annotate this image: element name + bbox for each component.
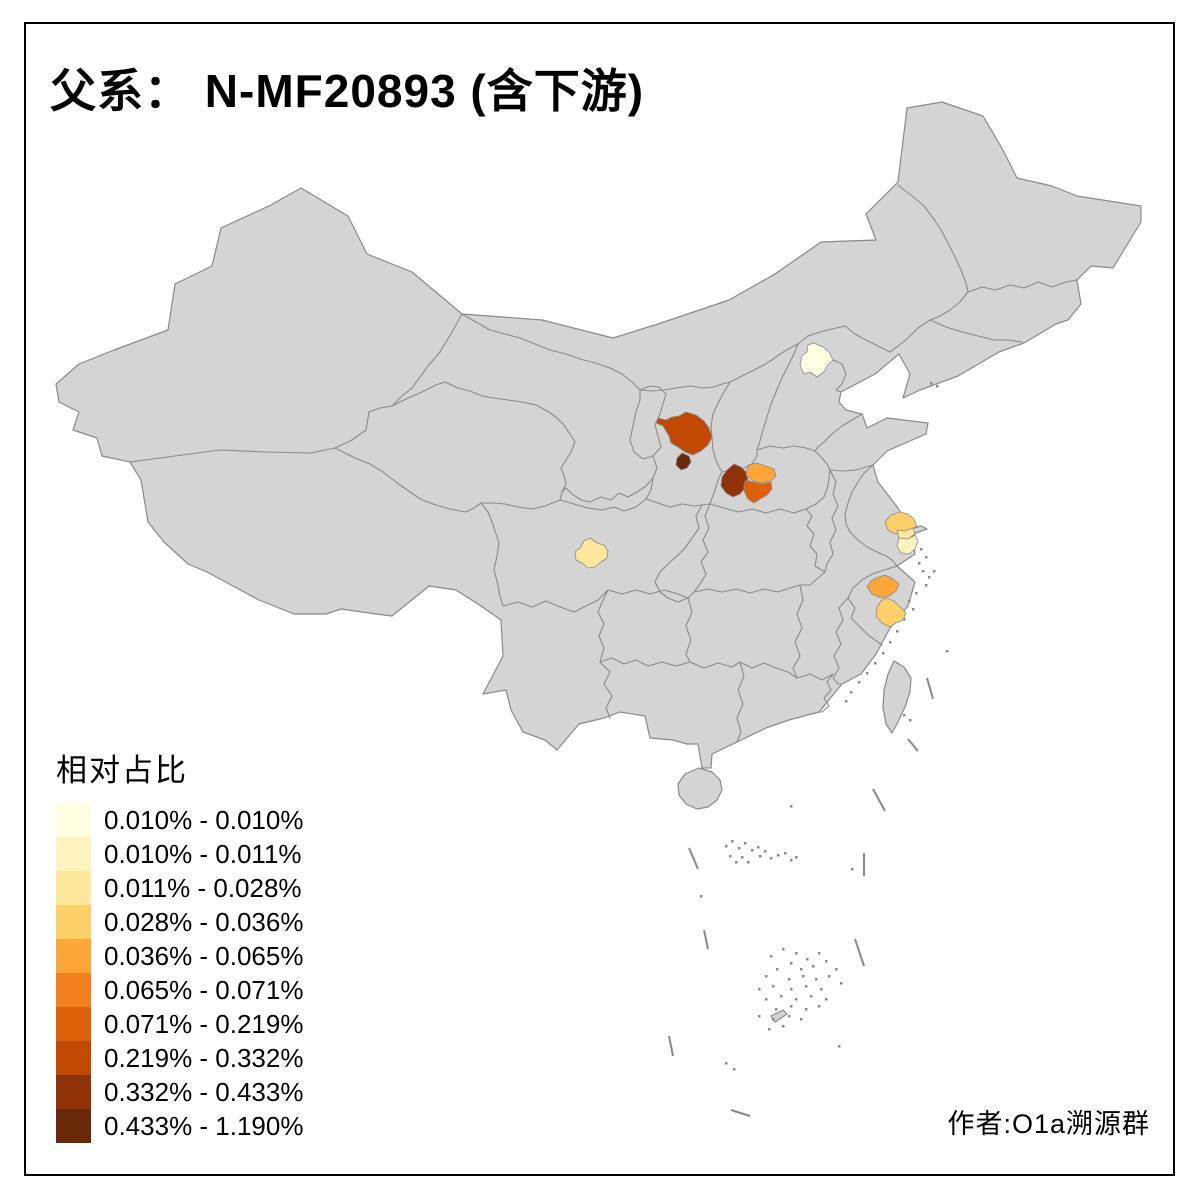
legend-swatch bbox=[56, 1109, 91, 1143]
region-chengdu bbox=[574, 537, 609, 569]
region-zhejiang-south bbox=[875, 597, 907, 628]
legend-swatch bbox=[56, 803, 91, 837]
legend-row: 0.036% - 0.065% bbox=[56, 939, 303, 973]
legend-swatch bbox=[56, 939, 91, 973]
legend-label: 0.010% - 0.010% bbox=[104, 804, 304, 835]
legend-label: 0.065% - 0.071% bbox=[104, 974, 304, 1005]
legend-label: 0.332% - 0.433% bbox=[104, 1076, 304, 1107]
region-shanghai bbox=[896, 534, 919, 555]
legend-label: 0.433% - 1.190% bbox=[104, 1110, 304, 1141]
nine-dash-line bbox=[668, 677, 934, 1117]
legend-label: 0.071% - 0.219% bbox=[104, 1008, 304, 1039]
legend-swatch bbox=[56, 1075, 91, 1109]
legend-swatch bbox=[56, 905, 91, 939]
region-zhejiang-central bbox=[866, 574, 900, 599]
taiwan-island bbox=[882, 660, 912, 734]
map-legend: 相对占比 0.010% - 0.010% 0.010% - 0.011% 0.011… bbox=[56, 745, 303, 1143]
province-borders bbox=[129, 184, 1078, 743]
legend-row: 0.433% - 1.190% bbox=[56, 1109, 303, 1143]
region-shaanxi-spot bbox=[675, 452, 692, 471]
legend-swatch bbox=[56, 837, 91, 871]
legend-rows: 0.010% - 0.010% 0.010% - 0.011% 0.011% - 0… bbox=[56, 803, 303, 1143]
highlighted-regions bbox=[574, 342, 919, 628]
region-shaanxi-north bbox=[655, 411, 713, 456]
legend-row: 0.010% - 0.011% bbox=[56, 837, 303, 871]
mainland-outline bbox=[55, 101, 1142, 769]
legend-label: 0.011% - 0.028% bbox=[104, 872, 302, 903]
legend-row: 0.010% - 0.010% bbox=[56, 803, 303, 837]
legend-row: 0.011% - 0.028% bbox=[56, 871, 303, 905]
legend-swatch bbox=[56, 1007, 91, 1041]
region-beijing bbox=[799, 342, 834, 378]
legend-label: 0.219% - 0.332% bbox=[104, 1042, 304, 1073]
legend-label: 0.028% - 0.036% bbox=[104, 906, 304, 937]
legend-title: 相对占比 bbox=[56, 753, 188, 788]
legend-label: 0.010% - 0.011% bbox=[104, 838, 302, 869]
region-henan-west bbox=[720, 463, 749, 498]
legend-swatch bbox=[56, 1041, 91, 1075]
legend-row: 0.219% - 0.332% bbox=[56, 1041, 303, 1075]
region-henan-central bbox=[743, 479, 773, 504]
legend-label: 0.036% - 0.065% bbox=[104, 940, 304, 971]
legend-swatch bbox=[56, 871, 91, 905]
islands bbox=[677, 525, 928, 1023]
region-henan-north bbox=[745, 462, 777, 484]
legend-row: 0.332% - 0.433% bbox=[56, 1075, 303, 1109]
legend-swatch bbox=[56, 973, 91, 1007]
legend-row: 0.028% - 0.036% bbox=[56, 905, 303, 939]
page-title: 父系： N-MF20893 (含下游) bbox=[50, 65, 645, 117]
legend-row: 0.071% - 0.219% bbox=[56, 1007, 303, 1041]
hainan-island bbox=[677, 767, 723, 810]
islet-dots bbox=[700, 382, 949, 1071]
attribution-text: 作者:O1a溯源群 bbox=[947, 1109, 1150, 1139]
legend-row: 0.065% - 0.071% bbox=[56, 973, 303, 1007]
